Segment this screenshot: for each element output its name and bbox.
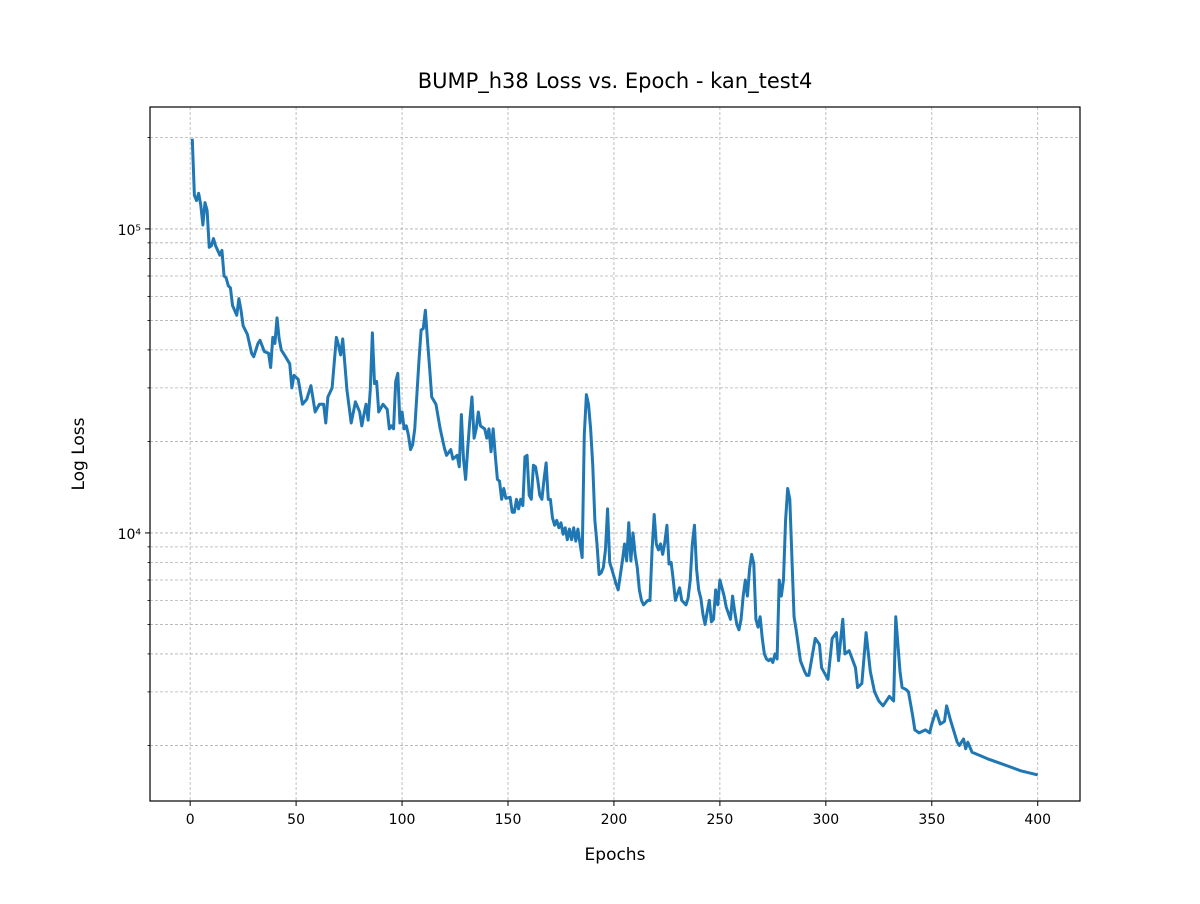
x-tick-label: 300	[812, 812, 839, 828]
x-tick-label: 50	[287, 812, 305, 828]
x-tick-label: 350	[918, 812, 945, 828]
x-tick-label: 150	[495, 812, 522, 828]
plot-frame	[149, 106, 1081, 802]
x-tick-label: 250	[707, 812, 734, 828]
y-tick-label: 10⁴	[118, 527, 142, 543]
x-axis-label: Epochs	[585, 845, 646, 865]
chart-title: BUMP_h38 Loss vs. Epoch - kan_test4	[418, 69, 813, 94]
x-tick-label: 400	[1024, 812, 1051, 828]
loss-line	[190, 138, 1039, 777]
x-tick-label: 0	[186, 812, 195, 828]
y-axis-label: Log Loss	[69, 417, 89, 490]
x-tick-label: 200	[601, 812, 628, 828]
y-tick-label: 10⁵	[118, 223, 141, 239]
x-tick-label: 100	[389, 812, 416, 828]
